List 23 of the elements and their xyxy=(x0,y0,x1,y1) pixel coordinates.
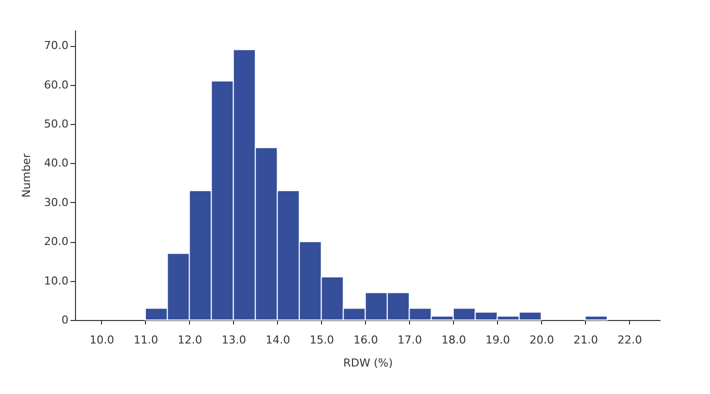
x-tick-label: 20.0 xyxy=(529,334,554,346)
x-tick-label: 19.0 xyxy=(486,334,510,346)
x-tick-label: 21.0 xyxy=(573,334,598,346)
x-tick-label: 14.0 xyxy=(266,334,290,346)
y-tick-label: 70.0 xyxy=(44,39,68,52)
y-axis-title: Number xyxy=(20,152,34,198)
x-axis-title: RDW (%) xyxy=(343,356,393,370)
y-tick-label: 20.0 xyxy=(44,235,68,248)
y-tick-label: 0 xyxy=(62,314,68,326)
x-tick-label: 10.0 xyxy=(90,334,114,346)
y-tick-label: 50.0 xyxy=(44,118,68,131)
x-tick-label: 13.0 xyxy=(222,334,246,346)
y-tick-label: 10.0 xyxy=(44,274,68,288)
x-tick-label: 11.0 xyxy=(134,334,158,346)
x-tick-label: 16.0 xyxy=(354,334,378,346)
x-tick-label: 12.0 xyxy=(178,334,202,346)
x-tick-label: 15.0 xyxy=(310,334,334,346)
x-tick-label: 22.0 xyxy=(617,334,642,346)
x-tick-label: 18.0 xyxy=(442,334,466,346)
x-tick-label: 17.0 xyxy=(398,334,422,346)
y-tick-label: 60.0 xyxy=(44,78,68,92)
y-tick-label: 30.0 xyxy=(44,196,68,209)
y-tick-label: 40.0 xyxy=(44,156,68,170)
